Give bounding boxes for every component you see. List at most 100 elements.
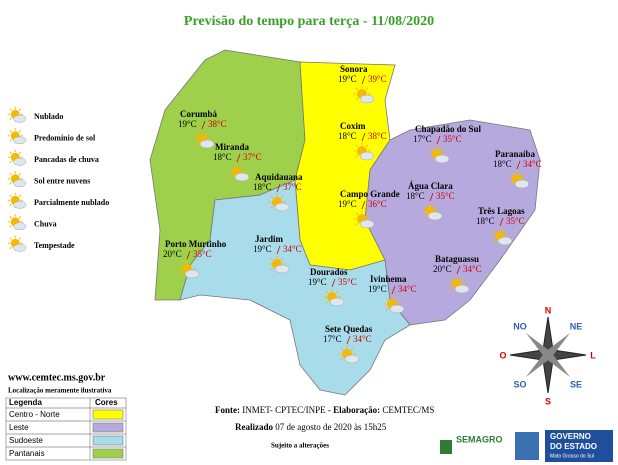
- max-temp: 34°C: [523, 159, 542, 169]
- sun-ray: [430, 147, 434, 151]
- footer-text: CEMTEC/MS: [382, 405, 434, 415]
- sun-ray: [230, 175, 234, 179]
- min-temp: 17°C: [413, 134, 432, 144]
- max-temp: 39°C: [368, 74, 387, 84]
- table-header: Cores: [95, 398, 118, 407]
- city-name: Chapadão do Sul: [415, 124, 482, 134]
- sun-ray: [9, 194, 12, 197]
- sun-ray: [9, 237, 12, 240]
- color-swatch: [92, 409, 124, 420]
- sun-ray: [18, 130, 22, 133]
- city-name: Sonora: [340, 64, 368, 74]
- temp-separator: [436, 135, 441, 145]
- city-name: Bataguassu: [435, 254, 479, 264]
- min-temp: 18°C: [338, 131, 357, 141]
- footer-label: Realizado: [235, 422, 273, 432]
- logo-text: SEMAGRO: [456, 434, 503, 444]
- table-cell: Leste: [9, 423, 29, 432]
- max-temp: 37°C: [283, 182, 302, 192]
- sun-ray: [270, 195, 274, 199]
- cloud: [184, 269, 200, 279]
- sun-ray: [355, 87, 359, 91]
- city-name: Jardim: [255, 234, 284, 244]
- sun-ray: [365, 144, 369, 148]
- city-name: Água Clara: [408, 181, 453, 191]
- max-temp: 34°C: [353, 334, 372, 344]
- sun-ray: [423, 214, 427, 218]
- sun-ray: [9, 160, 12, 164]
- table-cell: Pantanais: [9, 449, 45, 458]
- sun-ray: [9, 130, 12, 133]
- icon-legend-label: Nublado: [34, 112, 63, 121]
- sun-ray: [230, 165, 234, 169]
- min-temp: 18°C: [476, 216, 495, 226]
- cloud: [234, 172, 250, 182]
- sun-ray: [180, 262, 184, 266]
- sun-ray: [433, 204, 437, 208]
- compass-label: L: [590, 350, 596, 360]
- sun-ray: [9, 117, 12, 121]
- compass-label: NE: [570, 321, 583, 331]
- sun-ray: [450, 287, 454, 291]
- icon-legend-label: Chuva: [34, 219, 57, 228]
- sun-ray: [340, 347, 344, 351]
- map: [149, 49, 541, 396]
- sun-ray: [430, 157, 434, 161]
- sun-ray: [18, 108, 22, 111]
- sun-ray: [18, 216, 22, 219]
- color-swatch: [92, 448, 124, 459]
- sun-ray: [240, 165, 244, 169]
- city-name: Três Lagoas: [478, 206, 525, 216]
- compass: N NE L SE S SO O NO: [499, 305, 596, 406]
- min-temp: 17°C: [323, 334, 342, 344]
- sun-ray: [9, 182, 12, 185]
- city-name: Aquidauana: [255, 172, 303, 182]
- city-name: Ivinhema: [370, 274, 407, 284]
- sun-ray: [9, 151, 12, 154]
- cloud: [13, 243, 27, 252]
- sun-ray: [180, 272, 184, 276]
- cloud: [274, 264, 290, 274]
- max-temp: 34°C: [463, 264, 482, 274]
- city-name: Paranaíba: [495, 149, 536, 159]
- footer-text: 07 de agosto de 2020 às 15h25: [275, 422, 386, 432]
- footer-note: Sujeito a alterações: [271, 442, 329, 450]
- cloud: [344, 354, 360, 364]
- footer-line: Realizado 07 de agosto de 2020 às 15h25: [235, 422, 387, 432]
- min-temp: 19°C: [308, 277, 327, 287]
- temp-separator: [361, 200, 366, 210]
- cloud: [274, 202, 290, 212]
- min-temp: 19°C: [338, 199, 357, 209]
- temp-separator: [361, 75, 366, 85]
- logo-text: GOVERNO: [550, 432, 591, 441]
- icon-legend-label: Pancadas de chuva: [34, 155, 99, 164]
- sun-ray: [385, 297, 389, 301]
- logos: SEMAGRO GOVERNO DO ESTADO Mato Grosso do…: [440, 430, 613, 462]
- temp-separator: [276, 245, 281, 255]
- compass-label: NO: [513, 321, 527, 331]
- sun-ray: [450, 277, 454, 281]
- region-leste: [364, 119, 541, 326]
- min-temp: 19°C: [253, 244, 272, 254]
- sun-ray: [493, 239, 497, 243]
- logo-box: [545, 430, 613, 462]
- sun-ray: [355, 212, 359, 216]
- cloud: [13, 136, 27, 145]
- sun-ray: [270, 267, 274, 271]
- max-temp: 38°C: [368, 131, 387, 141]
- sun-ray: [355, 154, 359, 158]
- compass-label: N: [545, 305, 552, 315]
- sun-ray: [325, 290, 329, 294]
- sun-ray: [365, 212, 369, 216]
- sun-ray: [205, 132, 209, 136]
- cloud: [13, 179, 27, 188]
- sun-ray: [9, 139, 12, 142]
- footer-text: INMET- CPTEC/INPE -: [242, 405, 333, 415]
- city-name: Coxim: [340, 121, 366, 131]
- city-name: Dourados: [310, 267, 348, 277]
